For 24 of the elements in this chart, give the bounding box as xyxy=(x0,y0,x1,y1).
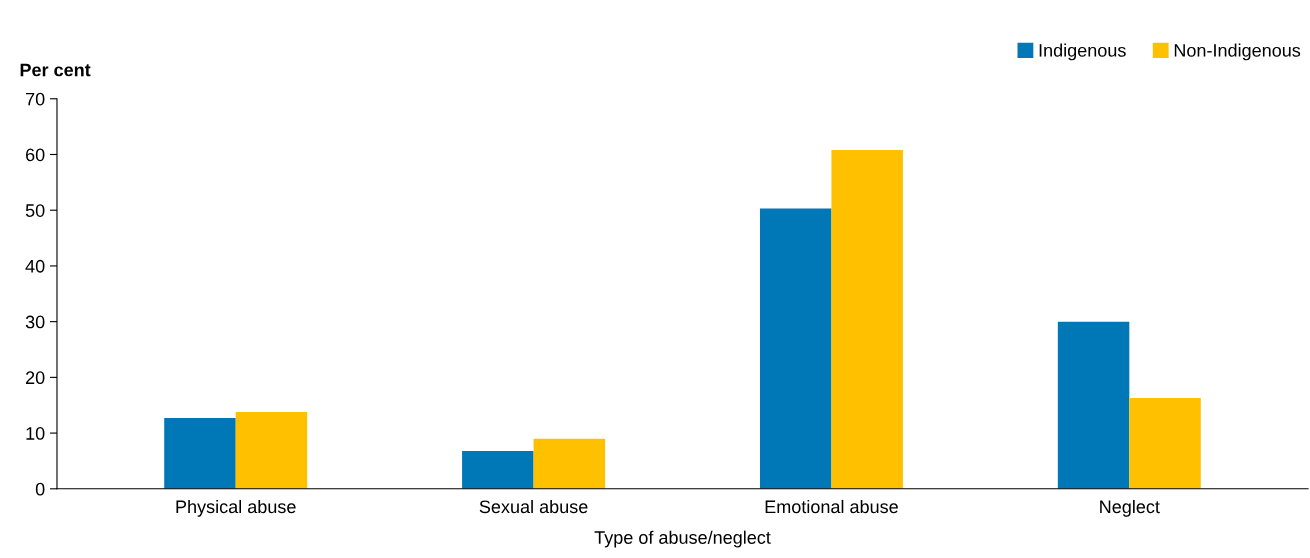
y-axis-title: Per cent xyxy=(20,63,91,77)
bar xyxy=(533,438,606,489)
y-tick-label: 0 xyxy=(35,482,45,496)
bar xyxy=(759,208,832,489)
y-tick-label: 20 xyxy=(26,371,45,385)
legend-label: Indigenous xyxy=(1039,43,1126,61)
bar xyxy=(831,150,903,489)
y-tick-label: 10 xyxy=(26,427,45,440)
x-tick-label: Neglect xyxy=(1100,499,1160,517)
legend-label: Non-Indigenous xyxy=(1174,43,1301,61)
y-tick-label: 30 xyxy=(25,315,45,329)
x-tick-label: Sexual abuse xyxy=(479,499,588,514)
x-tick-label: Physical abuse xyxy=(176,499,296,517)
bar xyxy=(462,450,534,489)
bar xyxy=(1129,397,1201,489)
y-tick-label: 40 xyxy=(25,259,45,273)
bar xyxy=(164,418,236,489)
y-tick-label: 70 xyxy=(26,92,45,106)
x-tick-label: Emotional abuse xyxy=(765,499,898,514)
y-tick-label: 50 xyxy=(25,204,45,217)
bar xyxy=(235,411,308,489)
x-axis-title: Type of abuse/neglect xyxy=(594,530,771,548)
y-tick-label: 60 xyxy=(26,148,45,162)
bar xyxy=(1057,321,1130,489)
